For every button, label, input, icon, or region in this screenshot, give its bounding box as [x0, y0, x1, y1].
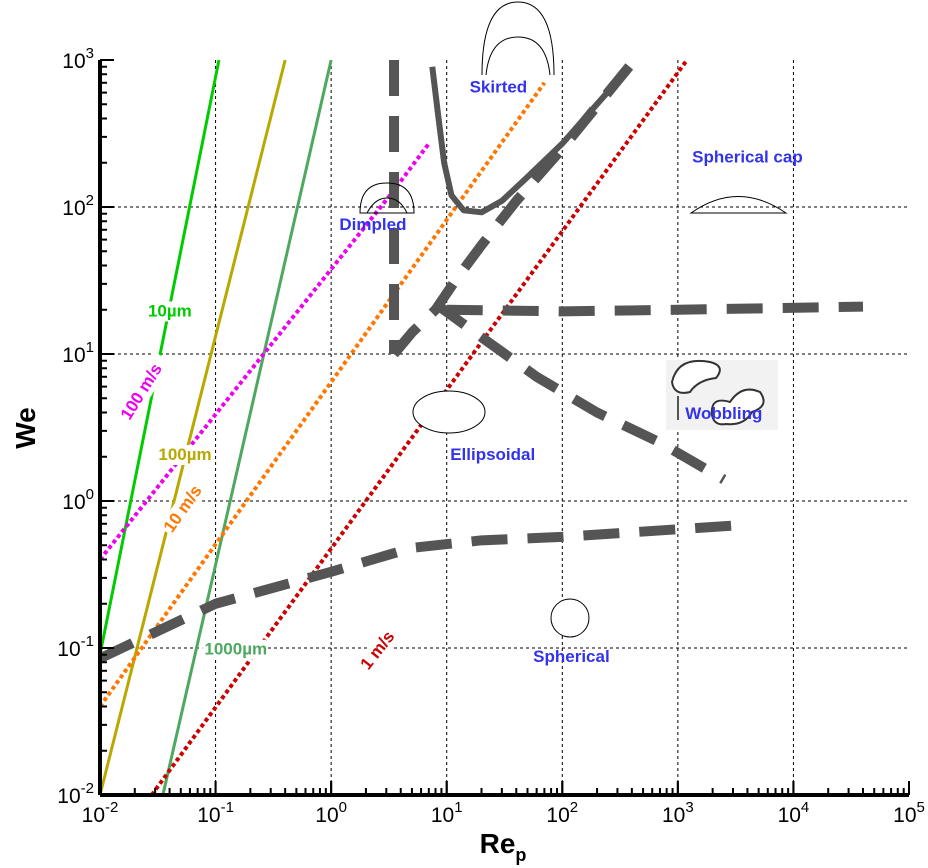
- x-axis-title: Rep: [480, 828, 527, 865]
- spherical-cap-sketch: [689, 196, 788, 214]
- dimpled-bubble-sketch: [359, 182, 415, 214]
- regime-label-spherical-cap: Spherical cap: [692, 148, 803, 167]
- x-tick-label: 10-2: [82, 799, 119, 827]
- regime-boundary-3: [390, 60, 636, 358]
- wobbling-bubble-sketch: [666, 360, 778, 430]
- regime-label-dimpled: Dimpled: [339, 215, 406, 234]
- tick-labels: 10-2 10-1 100 101 102 103 104 105 10-2 10-1 100 101…: [57, 45, 925, 827]
- skirted-bubble-sketch: [481, 1, 555, 76]
- series-line-1-m-s: [150, 60, 689, 795]
- axes: [98, 59, 910, 797]
- series-line-100-m: [100, 60, 287, 795]
- regime-label-wobbling: Wobbling: [685, 404, 762, 423]
- y-tick-label: 10-1: [57, 633, 94, 661]
- regime-boundaries: [100, 60, 864, 663]
- y-tick-label: 10-2: [57, 780, 94, 808]
- regime-label-spherical: Spherical: [533, 647, 610, 666]
- x-tick-label: 105: [893, 799, 925, 827]
- x-tick-label: 10-1: [197, 799, 234, 827]
- series-label: 100 m/s: [117, 360, 166, 423]
- series-label: 10µm: [148, 301, 192, 320]
- x-tick-label: 100: [315, 799, 347, 827]
- regime-label-ellipsoidal: Ellipsoidal: [450, 445, 535, 464]
- x-axis-title-subscript: p: [515, 845, 526, 865]
- regime-boundary-1: [100, 520, 734, 663]
- bubble-shape-sketches: [359, 1, 788, 638]
- y-axis-title: We: [10, 407, 41, 449]
- series-label-backdrop: [145, 301, 190, 322]
- series-label: 1000µm: [204, 640, 267, 659]
- series-label-group: 10µm: [145, 301, 192, 322]
- series-line-1000-m: [161, 60, 333, 795]
- regime-labels: Skirted Spherical cap Dimpled Ellipsoidal Wo…: [339, 78, 802, 667]
- series-label: 100µm: [158, 445, 211, 464]
- y-tick-label: 103: [62, 45, 94, 73]
- series-label: 10 m/s: [160, 482, 206, 536]
- series-label-backdrop: [115, 352, 172, 426]
- series-label-group: 10 m/s: [158, 474, 212, 539]
- ellipsoidal-bubble-sketch: [412, 390, 486, 434]
- series-label-group: 100µm: [156, 445, 212, 466]
- x-tick-label: 103: [662, 799, 694, 827]
- regime-boundary-6: [429, 66, 620, 216]
- x-tick-label: 102: [546, 799, 578, 827]
- y-tick-label: 100: [62, 486, 94, 514]
- series-lines: [100, 60, 689, 795]
- series-label-backdrop: [158, 474, 212, 539]
- spherical-bubble-sketch: [550, 598, 590, 638]
- y-tick-label: 102: [62, 192, 94, 220]
- series-label-backdrop: [355, 620, 405, 676]
- x-tick-label: 101: [431, 799, 463, 827]
- x-tick-label: 104: [778, 799, 810, 827]
- series-label-group: 1000µm: [202, 639, 267, 660]
- series-label-backdrop: [202, 639, 267, 660]
- y-tick-label: 101: [62, 339, 94, 367]
- series-label-backdrop: [156, 445, 211, 466]
- grid-lines: [100, 60, 909, 795]
- series-label-group: 100 m/s: [115, 352, 172, 426]
- regime-boundary-4: [446, 301, 864, 317]
- series-line-10-m-s: [100, 81, 547, 708]
- regime-label-skirted: Skirted: [470, 78, 528, 97]
- x-axis-title-main: Re: [480, 828, 516, 859]
